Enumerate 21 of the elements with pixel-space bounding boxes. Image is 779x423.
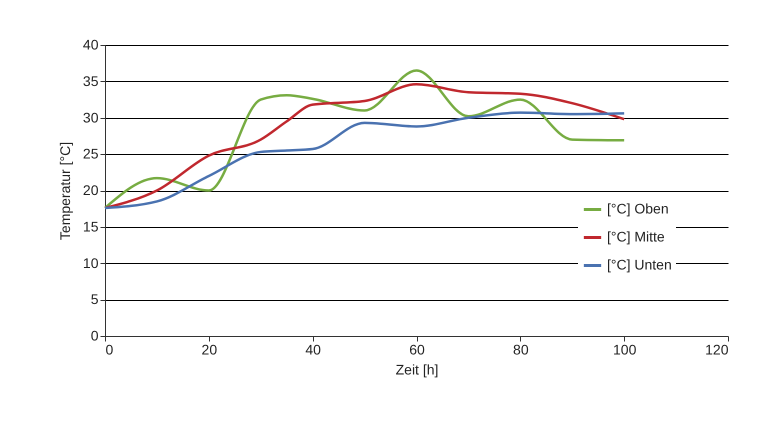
x-tick-label: 20 [202, 342, 218, 358]
y-tick-label: 15 [82, 218, 99, 234]
y-tick-label: 35 [82, 72, 99, 89]
x-axis-title: Zeit [h] [396, 362, 438, 378]
y-tick-label: 25 [82, 146, 99, 162]
y-tick-label: 30 [82, 109, 99, 126]
x-tick-label: 100 [612, 342, 637, 358]
x-tick-label: 120 [705, 342, 729, 358]
x-tick-label: 40 [305, 342, 322, 358]
y-axis-title: Temperatur [°C] [56, 142, 73, 240]
x-tick-label: 60 [409, 342, 425, 358]
y-tick-label: 20 [82, 182, 99, 198]
y-tick-label: 40 [82, 36, 99, 52]
x-tick-label: 0 [106, 342, 114, 358]
y-tick-label: 0 [90, 328, 99, 344]
legend-label: [°C] Unten [607, 256, 672, 272]
y-tick-label: 5 [90, 291, 99, 308]
legend-label: [°C] Oben [607, 200, 669, 216]
x-tick-label: 80 [513, 342, 529, 358]
legend-label: [°C] Mitte [607, 228, 665, 244]
y-tick-label: 10 [82, 254, 99, 271]
